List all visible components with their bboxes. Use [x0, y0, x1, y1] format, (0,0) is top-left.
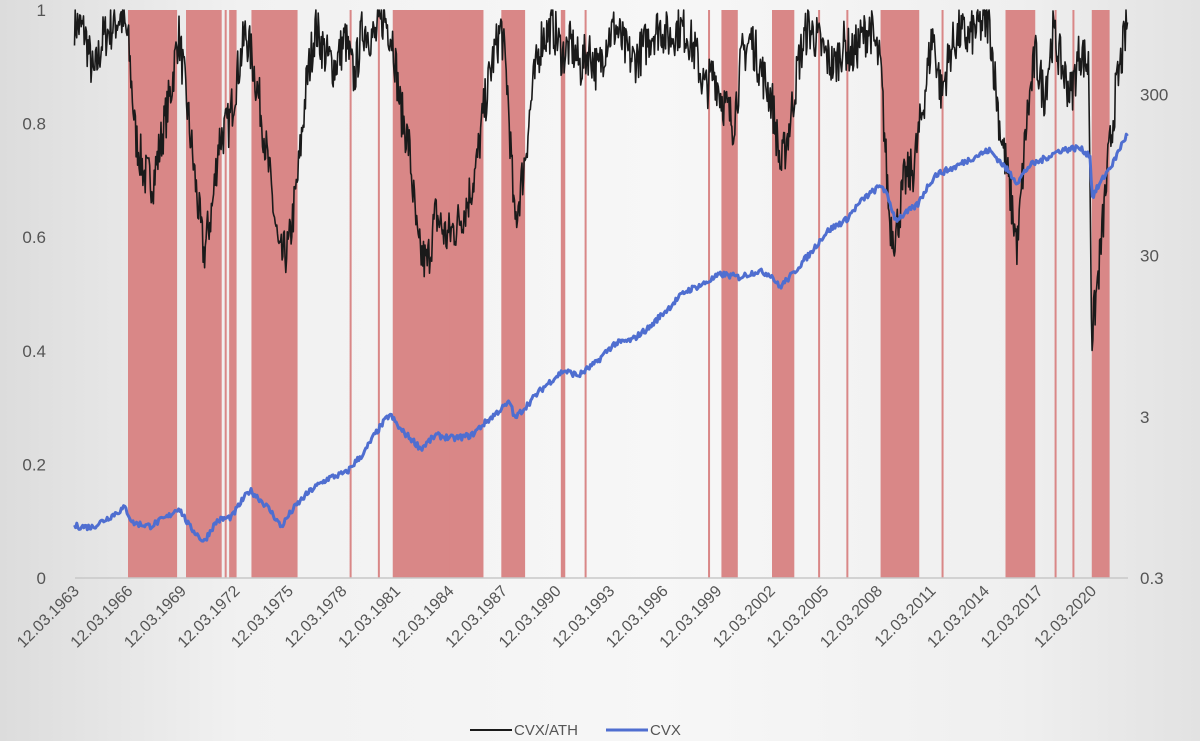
left-axis-tick-label: 0.4	[22, 342, 46, 361]
shaded-periods	[128, 10, 1110, 578]
shaded-period-thin	[349, 10, 352, 578]
shaded-period-thin	[1054, 10, 1057, 578]
legend-label-cvx-ath: CVX/ATH	[514, 722, 578, 739]
series-line-cvx-ath	[73, 9, 1129, 352]
left-axis-tick-label: 0.6	[22, 228, 46, 247]
series-lines	[73, 9, 1129, 543]
left-axis-labels: 0 0.2 0.4 0.6 0.8 1	[22, 1, 46, 588]
shaded-period-thin	[818, 10, 821, 578]
series-line-cvx	[73, 132, 1129, 543]
right-axis-labels: 0.3 3 30 300	[1140, 85, 1168, 588]
shaded-period	[560, 10, 566, 578]
shaded-period-thin	[584, 10, 587, 578]
left-axis-tick-label: 0	[37, 569, 46, 588]
shaded-period-thin	[224, 10, 227, 578]
left-axis-tick-label: 1	[37, 1, 46, 20]
shaded-period	[1091, 10, 1110, 578]
shaded-period	[501, 10, 526, 578]
shaded-period	[186, 10, 222, 578]
right-axis-tick-label: 0.3	[1140, 569, 1164, 588]
shaded-period	[721, 10, 738, 578]
shaded-period	[392, 10, 484, 578]
shaded-period	[880, 10, 920, 578]
right-axis-tick-label: 300	[1140, 85, 1168, 104]
legend-label-cvx: CVX	[650, 722, 681, 739]
legend: CVX/ATH CVX	[470, 722, 681, 739]
right-axis-tick-label: 30	[1140, 247, 1159, 266]
shaded-period-thin	[377, 10, 380, 578]
x-axis-labels: 12.03.196312.03.196612.03.196912.03.1972…	[14, 583, 1100, 652]
shaded-period-thin	[447, 10, 450, 578]
shaded-period-thin	[708, 10, 711, 578]
shaded-period	[772, 10, 795, 578]
shaded-period	[1005, 10, 1036, 578]
shaded-period	[229, 10, 237, 578]
shaded-period-thin	[846, 10, 849, 578]
left-axis-tick-label: 0.2	[22, 455, 46, 474]
left-axis-tick-label: 0.8	[22, 115, 46, 134]
shaded-period	[128, 10, 178, 578]
shaded-period-thin	[1072, 10, 1075, 578]
right-axis-tick-label: 3	[1140, 408, 1149, 427]
shaded-period-thin	[941, 10, 944, 578]
